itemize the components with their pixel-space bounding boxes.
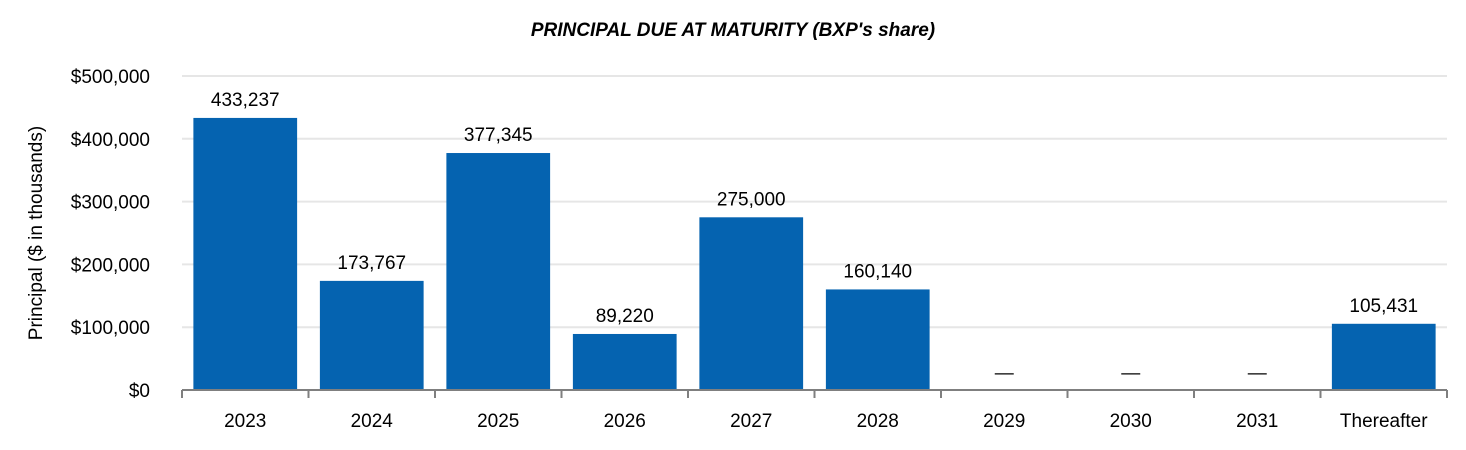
bar (572, 333, 677, 390)
bar (1331, 323, 1436, 390)
axes: $0 $100,000 $200,000 $300,000 $400,000 $500,0… (71, 67, 1448, 432)
x-tick-label: 2031 (1236, 411, 1278, 432)
x-tick-label: 2025 (477, 411, 519, 432)
data-label: 160,140 (843, 261, 912, 282)
data-label: — (1121, 363, 1140, 384)
bar (193, 117, 298, 391)
data-label: 105,431 (1349, 296, 1418, 317)
chart-title: PRINCIPAL DUE AT MATURITY (BXP's share) (531, 20, 935, 41)
bar (699, 217, 804, 390)
x-tick-label: 2026 (604, 411, 646, 432)
gridlines (182, 75, 1447, 329)
data-label: 173,767 (337, 253, 406, 274)
data-label: 89,220 (596, 306, 654, 327)
x-tick-label: 2028 (857, 411, 899, 432)
data-labels: 433,237 173,767 377,345 89,220 275,000 160,14… (211, 90, 1418, 384)
bar (825, 289, 930, 390)
data-label: 275,000 (717, 189, 786, 210)
data-label: — (995, 363, 1014, 384)
y-tick-label: $400,000 (71, 130, 150, 151)
x-tick-label: Thereafter (1340, 411, 1428, 432)
bar (319, 280, 424, 390)
y-tick-label: $100,000 (71, 318, 150, 339)
data-label: 433,237 (211, 90, 280, 111)
y-tick-label: $200,000 (71, 255, 150, 276)
x-tick-label: 2027 (730, 411, 772, 432)
data-label: — (1248, 363, 1267, 384)
x-tick-label: 2030 (1110, 411, 1152, 432)
y-axis-label: Principal ($ in thousands) (26, 126, 47, 340)
y-tick-label: $500,000 (71, 67, 150, 88)
bar (446, 153, 551, 390)
y-tick-label: $0 (129, 381, 150, 402)
bars (193, 117, 1436, 391)
data-label: 377,345 (464, 125, 533, 146)
y-tick-label: $300,000 (71, 193, 150, 214)
x-tick-label: 2023 (224, 411, 266, 432)
x-tick-label: 2029 (983, 411, 1025, 432)
x-tick-label: 2024 (351, 411, 394, 432)
